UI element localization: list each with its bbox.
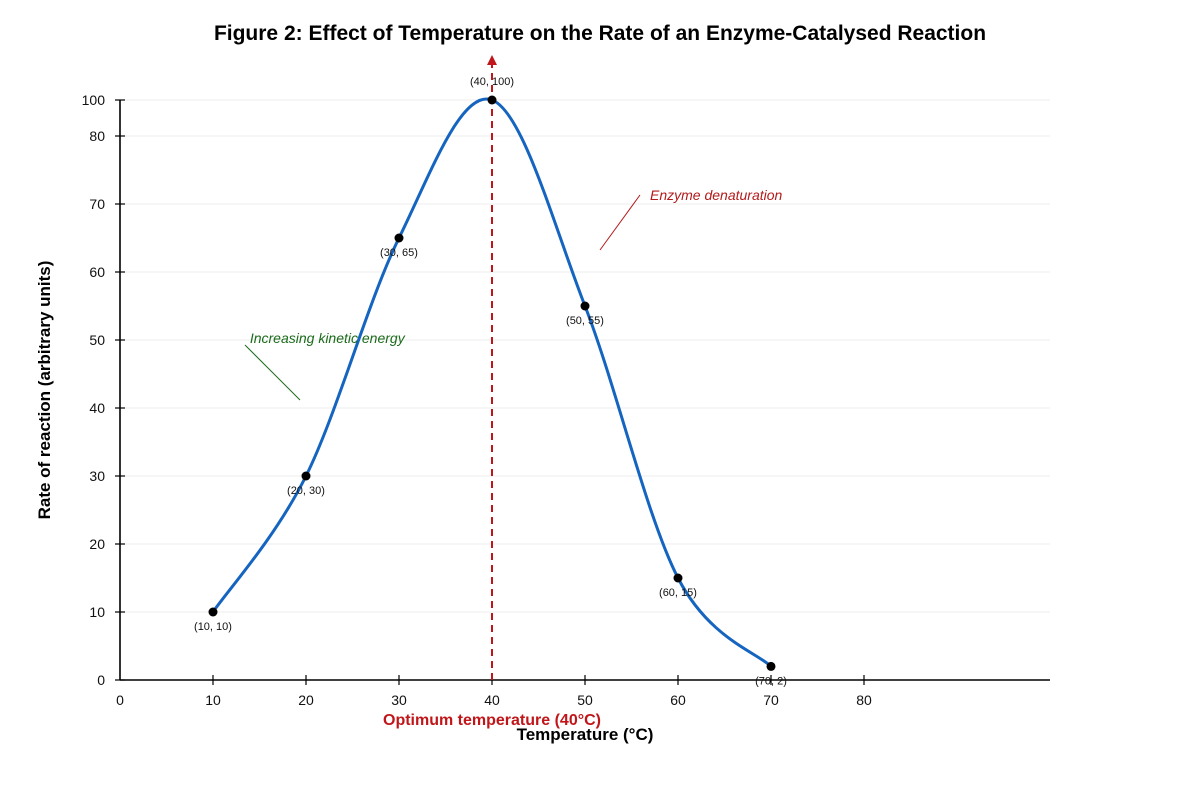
grid-layer xyxy=(120,99,1050,613)
data-point-label: (50, 55) xyxy=(566,315,604,327)
optimum-layer xyxy=(487,55,497,680)
x-tick-label: 40 xyxy=(484,692,500,708)
data-point-label: (30, 65) xyxy=(380,247,418,259)
x-axis-title: Temperature (°C) xyxy=(517,725,654,744)
data-point xyxy=(394,233,404,243)
annotation-layer: Increasing kinetic energy Enzyme denatura… xyxy=(244,187,783,401)
y-tick-label: 0 xyxy=(97,672,105,688)
y-tick-label: 100 xyxy=(82,92,106,108)
x-tick-label: 10 xyxy=(205,692,221,708)
data-point xyxy=(208,607,218,617)
denaturation-pointer xyxy=(599,194,641,251)
data-point xyxy=(487,95,497,105)
data-point xyxy=(580,301,590,311)
x-tick-label: 70 xyxy=(763,692,779,708)
y-tick-label: 30 xyxy=(89,468,105,484)
y-tick-label: 80 xyxy=(89,128,105,144)
annotation-kinetic-energy: Increasing kinetic energy xyxy=(250,330,406,346)
optimum-temperature-label: Optimum temperature (40°C) xyxy=(383,712,601,729)
y-tick-label: 60 xyxy=(89,264,105,280)
data-point xyxy=(673,573,683,583)
data-point-label: (60, 15) xyxy=(659,587,697,599)
data-point-label: (20, 30) xyxy=(287,485,325,497)
y-tick-label: 40 xyxy=(89,400,105,416)
data-point-label: (40, 100) xyxy=(470,76,514,88)
y-tick-label: 50 xyxy=(89,332,105,348)
x-tick-label: 0 xyxy=(116,692,124,708)
axes-layer: 0 10 20 30 40 50 60 70 80 0 10 20 30 40 50 60 70 80 100 xyxy=(82,92,1050,708)
data-point xyxy=(301,471,311,481)
x-tick-label: 80 xyxy=(856,692,872,708)
chart-title: Figure 2: Effect of Temperature on the R… xyxy=(214,22,986,45)
annotation-denaturation: Enzyme denaturation xyxy=(650,187,783,203)
optimum-arrowhead xyxy=(487,55,497,65)
y-axis-title: Rate of reaction (arbitrary units) xyxy=(35,261,54,520)
points-layer: (10, 10) (20, 30) (30, 65) (40, 100) (50, 55… xyxy=(194,76,787,687)
data-point xyxy=(766,661,776,671)
x-tick-label: 30 xyxy=(391,692,407,708)
data-point-label: (70, 2) xyxy=(755,675,787,687)
y-tick-label: 20 xyxy=(89,536,105,552)
x-tick-label: 50 xyxy=(577,692,593,708)
x-tick-label: 60 xyxy=(670,692,686,708)
y-tick-label: 10 xyxy=(89,604,105,620)
x-tick-label: 20 xyxy=(298,692,314,708)
kinetic-energy-pointer xyxy=(244,344,301,401)
data-point-label: (10, 10) xyxy=(194,621,232,633)
y-tick-label: 70 xyxy=(89,196,105,212)
